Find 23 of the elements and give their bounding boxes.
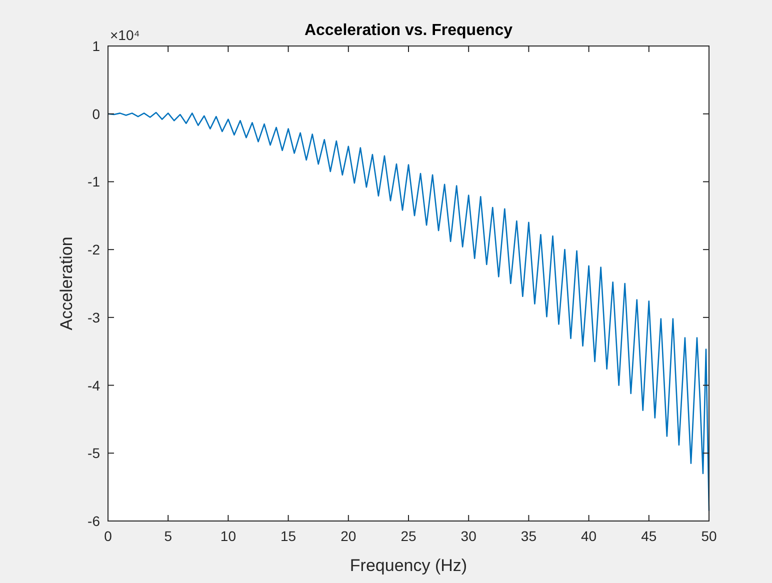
y-tick-label: -2 bbox=[88, 242, 100, 258]
x-tick-label: 15 bbox=[280, 528, 296, 544]
text: ×10⁴ bbox=[110, 27, 140, 43]
x-tick-label: 10 bbox=[220, 528, 236, 544]
x-tick-label: 40 bbox=[581, 528, 597, 544]
y-tick-label: -1 bbox=[88, 174, 100, 190]
y-tick-label: -4 bbox=[88, 377, 100, 394]
x-tick-label: 30 bbox=[460, 528, 477, 544]
chart-title: Acceleration vs. Frequency bbox=[304, 22, 513, 39]
x-tick-label: 20 bbox=[340, 528, 356, 544]
x-axis-title: Frequency (Hz) bbox=[350, 556, 468, 575]
y-tick-label: -6 bbox=[88, 513, 100, 529]
x-tick-label: 0 bbox=[104, 528, 112, 544]
y-tick-label: 1 bbox=[92, 38, 100, 54]
x-tick-label: 50 bbox=[701, 528, 717, 544]
y-tick-label: -5 bbox=[88, 445, 100, 462]
y-tick-label: 0 bbox=[92, 106, 100, 122]
x-tick-label: 45 bbox=[641, 528, 657, 544]
x-tick-label: 5 bbox=[164, 528, 172, 544]
x-tick-label: 35 bbox=[520, 528, 537, 544]
x-tick-label: 25 bbox=[400, 528, 416, 544]
y-tick-label: -3 bbox=[88, 309, 100, 326]
y-axis-title: Acceleration bbox=[57, 236, 76, 330]
